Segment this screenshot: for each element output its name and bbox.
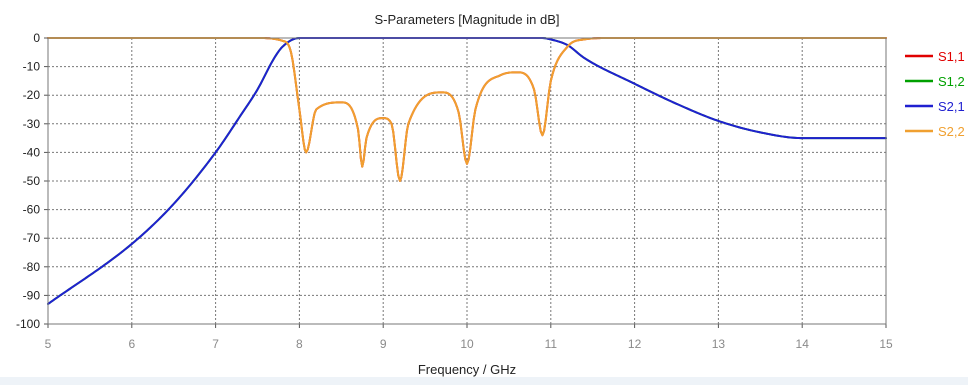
plot-frame (47, 37, 887, 325)
y-tick-labels: 0 -10 -20 -30 -40 -50 -60 -70 -80 -90 -100 (16, 31, 40, 331)
chart-title: S-Parameters [Magnitude in dB] (375, 12, 560, 27)
y-tick-label: -100 (16, 317, 40, 331)
legend-label: S1,2 (938, 74, 965, 89)
y-tick-label: 0 (33, 31, 40, 45)
y-tick-label: -70 (23, 231, 41, 245)
y-tick-label: -90 (23, 288, 41, 302)
x-tick-label: 7 (212, 337, 219, 351)
legend: S1,1 S1,2 S2,1 S2,2 (905, 49, 965, 139)
x-tick-label: 9 (380, 337, 387, 351)
y-tick-label: -40 (23, 145, 41, 159)
legend-label: S2,2 (938, 124, 965, 139)
plot-area (48, 38, 886, 324)
x-tick-label: 6 (128, 337, 135, 351)
x-tick-label: 13 (712, 337, 726, 351)
axis-layer (44, 37, 887, 328)
x-tick-labels: 5 6 7 8 9 10 11 12 13 14 15 (45, 337, 893, 351)
legend-label: S2,1 (938, 99, 965, 114)
x-tick-label: 12 (628, 337, 642, 351)
legend-label: S1,1 (938, 49, 965, 64)
bottom-band (0, 377, 968, 385)
x-tick-label: 5 (45, 337, 52, 351)
y-tick-label: -30 (23, 117, 41, 131)
x-tick-label: 11 (545, 337, 558, 351)
y-tick-label: -10 (23, 60, 41, 74)
x-tick-label: 8 (296, 337, 303, 351)
x-tick-label: 15 (879, 337, 893, 351)
x-tick-label: 14 (796, 337, 810, 351)
y-tick-label: -80 (23, 260, 41, 274)
y-tick-label: -60 (23, 203, 41, 217)
y-tick-label: -20 (23, 88, 41, 102)
x-tick-label: 10 (460, 337, 474, 351)
x-axis-label: Frequency / GHz (418, 362, 516, 377)
y-tick-label: -50 (23, 174, 41, 188)
